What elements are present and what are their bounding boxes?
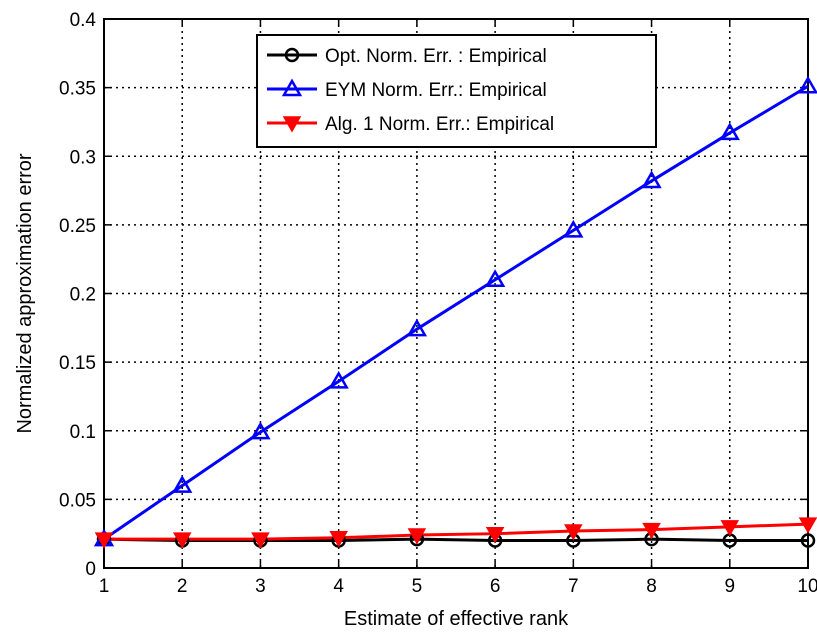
data-point-triangle-down [251, 532, 270, 549]
x-axis-label: Estimate of effective rank [344, 608, 569, 630]
data-point-circle [800, 533, 816, 548]
data-point-triangle-up [172, 475, 193, 493]
data-point-triangle-down [798, 517, 817, 534]
legend-label: Alg. 1 Norm. Err.: Empirical [325, 114, 554, 135]
data-point-triangle-up [484, 269, 506, 288]
data-point-triangle-up [797, 75, 817, 94]
y-tick-label: 0.2 [70, 285, 96, 306]
x-tick-label: 5 [412, 576, 423, 597]
x-tick-label: 1 [99, 576, 110, 597]
data-point-triangle-down [282, 116, 302, 133]
x-tick-label: 8 [646, 576, 657, 597]
data-point-triangle-down [720, 520, 740, 537]
axis-ticks [103, 18, 809, 569]
series-lines [103, 84, 809, 543]
legend-label: Opt. Norm. Err. : Empirical [325, 46, 547, 67]
data-point-triangle-up [281, 78, 303, 97]
y-tick-label: 0.4 [70, 10, 97, 31]
series-markers [93, 75, 817, 549]
x-tick-label: 2 [177, 576, 188, 597]
data-point-circle [284, 47, 300, 63]
data-point-triangle-down [564, 524, 583, 541]
x-tick-label: 7 [568, 576, 579, 597]
data-point-triangle-down [172, 532, 192, 549]
data-point-triangle-down [485, 526, 505, 544]
x-tick-label: 6 [490, 576, 501, 597]
data-point-triangle-up [563, 219, 584, 238]
data-point-triangle-up [641, 170, 662, 189]
y-tick-label: 0.1 [70, 422, 96, 443]
data-point-triangle-up [250, 421, 271, 440]
data-point-triangle-down [407, 528, 427, 545]
data-point-triangle-down [94, 532, 114, 549]
y-tick-label: 0.25 [59, 216, 96, 237]
legend-label: EYM Norm. Err.: Empirical [325, 80, 547, 101]
x-tick-label: 3 [255, 576, 266, 597]
y-tick-label: 0.3 [70, 147, 96, 168]
x-tick-label: 4 [333, 576, 344, 597]
x-tick-labels: 1 2 3 4 5 6 7 8 9 10 [99, 576, 817, 597]
x-tick-label: 10 [797, 576, 817, 597]
y-tick-labels: 0 0.05 0.1 0.15 0.2 0.25 0.3 0.35 0.4 [59, 10, 96, 580]
data-point-triangle-up [719, 122, 740, 141]
legend-box [256, 34, 657, 148]
x-tick-label: 9 [724, 576, 735, 597]
y-tick-label: 0.05 [59, 490, 96, 511]
y-tick-label: 0 [85, 559, 96, 580]
legend: Opt. Norm. Err. : Empirical EYM Norm. Err… [256, 34, 657, 148]
data-point-triangle-down [329, 531, 348, 548]
data-point-triangle-up [328, 370, 349, 389]
series-line-3 [104, 522, 809, 541]
y-tick-label: 0.35 [59, 79, 96, 100]
series-line-2 [103, 84, 809, 541]
y-tick-label: 0.15 [59, 353, 96, 374]
data-point-triangle-down [642, 522, 661, 540]
data-point-triangle-up [406, 318, 428, 337]
y-axis-label: Normalized approximation error [14, 153, 36, 433]
